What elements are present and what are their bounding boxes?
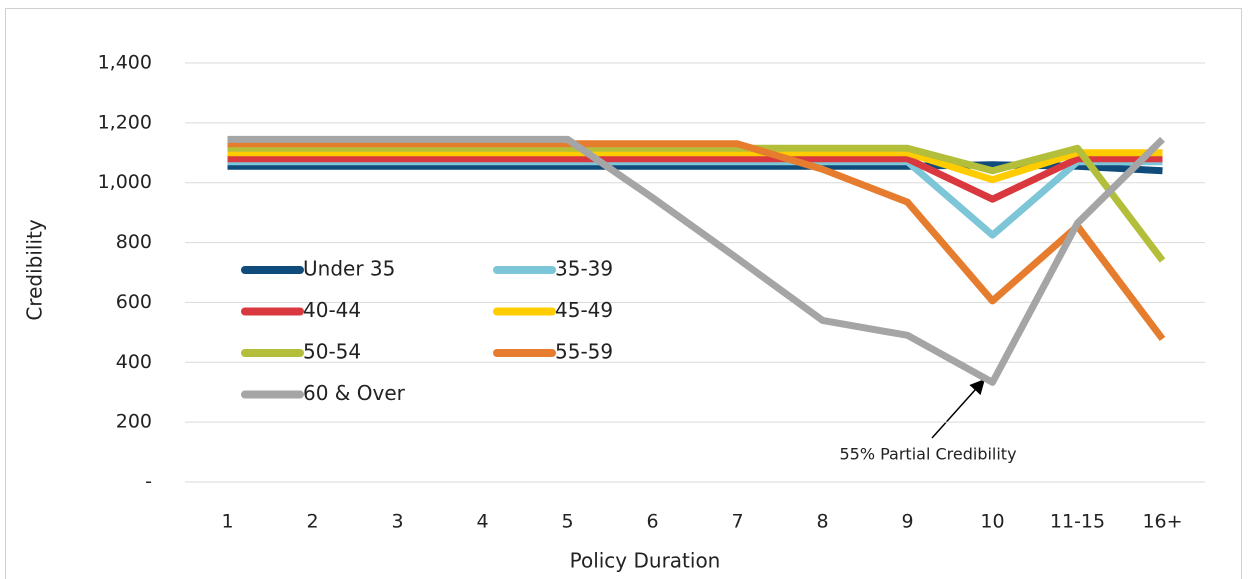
legend-label: 40-44 bbox=[303, 298, 361, 322]
plot-area bbox=[185, 62, 1205, 483]
y-tick-label: - bbox=[145, 471, 152, 493]
legend: Under 35 35-39 40-44 45-49 50-54 55-59 60 & Ov… bbox=[241, 257, 613, 405]
x-tick-label: 1 bbox=[221, 511, 233, 533]
x-tick-label: 7 bbox=[731, 511, 743, 533]
x-tick-label: 6 bbox=[646, 511, 658, 533]
annotation: 55% Partial Credibility bbox=[839, 445, 1016, 464]
x-tick-label: 2 bbox=[306, 511, 318, 533]
y-tick-label: 400 bbox=[116, 351, 152, 373]
x-tick-label: 8 bbox=[816, 511, 828, 533]
y-tick-label: 1,400 bbox=[98, 52, 152, 74]
x-tick-label: 10 bbox=[980, 511, 1004, 533]
y-axis-title: Credibility bbox=[23, 219, 47, 321]
series-line bbox=[227, 149, 1163, 184]
annotation-arrow bbox=[931, 378, 986, 439]
series-line bbox=[227, 155, 1163, 203]
chart-border bbox=[5, 8, 1242, 579]
series-line bbox=[227, 144, 1166, 263]
series-line bbox=[227, 140, 1166, 342]
legend-label: 35-39 bbox=[555, 257, 613, 281]
x-axis-title: Policy Duration bbox=[570, 549, 721, 573]
x-tick-label: 9 bbox=[901, 511, 913, 533]
x-tick-label: 11-15 bbox=[1050, 511, 1105, 533]
legend-label: 50-54 bbox=[303, 340, 361, 364]
y-tick-label: 1,200 bbox=[98, 111, 152, 133]
x-tick-label: 5 bbox=[561, 511, 573, 533]
x-tick-label: 16+ bbox=[1142, 511, 1182, 533]
series-line bbox=[227, 135, 1165, 386]
y-tick-label: 200 bbox=[116, 411, 152, 433]
legend-label: 60 & Over bbox=[303, 381, 406, 405]
legend-label: 55-59 bbox=[555, 340, 613, 364]
x-tick-label: 4 bbox=[476, 511, 488, 533]
x-tick-label: 3 bbox=[391, 511, 403, 533]
legend-label: 45-49 bbox=[555, 298, 613, 322]
y-tick-label: 800 bbox=[116, 231, 152, 253]
y-tick-label: 600 bbox=[116, 291, 152, 313]
y-tick-label: 1,000 bbox=[98, 171, 152, 193]
legend-label: Under 35 bbox=[303, 257, 395, 281]
